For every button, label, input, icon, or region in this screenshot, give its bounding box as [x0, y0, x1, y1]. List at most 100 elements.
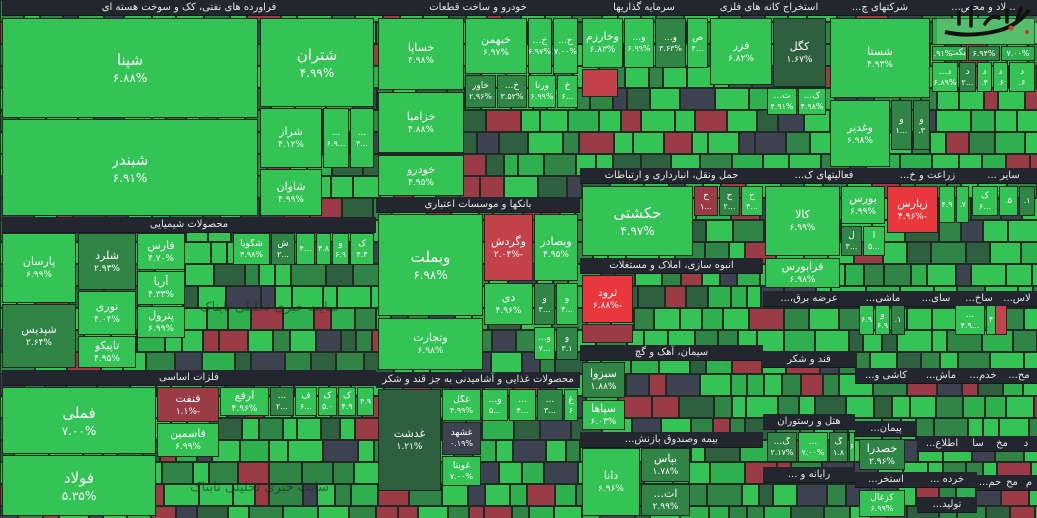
sector-header[interactable]: لاس...	[997, 291, 1037, 307]
filler-tile[interactable]	[1008, 220, 1037, 242]
filler-tile[interactable]	[729, 506, 747, 518]
filler-tile[interactable]	[969, 132, 995, 154]
sector-header[interactable]: سا	[967, 436, 989, 452]
filler-tile[interactable]	[649, 66, 663, 88]
stock-tile[interactable]: بپاس ۱.۷۸%	[641, 448, 690, 482]
stock-tile[interactable]: و ...۳	[534, 283, 555, 325]
filler-tile[interactable]	[731, 286, 747, 308]
stock-tile[interactable]	[995, 305, 1007, 335]
filler-tile[interactable]	[261, 286, 275, 308]
filler-tile[interactable]	[546, 440, 566, 462]
stock-tile[interactable]: نوری ۴.۰۴%	[78, 291, 136, 335]
sector-header[interactable]: سایر ...	[970, 168, 1037, 184]
filler-tile[interactable]	[614, 132, 633, 154]
filler-tile[interactable]	[182, 330, 203, 352]
stock-tile[interactable]: شگویا ۴.۹۸%	[233, 233, 270, 265]
sector-header[interactable]: سیمان، آهک و گچ	[580, 345, 763, 361]
sector-header[interactable]: خرده ...	[917, 472, 977, 488]
stock-tile[interactable]: فرابورس ۶.۹۸%	[765, 258, 840, 288]
stock-tile[interactable]: بکت۶.۹۱%	[932, 46, 967, 61]
stock-tile[interactable]: خودرو ۴.۹۵%	[378, 155, 464, 196]
stock-tile[interactable]: فارس ۴.۷۰%	[137, 233, 185, 270]
filler-tile[interactable]	[164, 484, 199, 506]
stock-tile[interactable]: د... ۶.۸۹%	[932, 62, 958, 92]
filler-tile[interactable]	[990, 242, 1021, 264]
filler-tile[interactable]	[538, 176, 567, 198]
stock-tile[interactable]: ارفع ۴.۹۶%	[220, 387, 269, 416]
filler-tile[interactable]	[283, 418, 297, 440]
filler-tile[interactable]	[358, 440, 374, 462]
stock-tile[interactable]: و ۳.	[913, 100, 930, 150]
filler-tile[interactable]	[554, 506, 582, 518]
filler-tile[interactable]	[477, 132, 499, 154]
filler-tile[interactable]	[827, 484, 846, 506]
filler-tile[interactable]	[649, 374, 666, 396]
filler-tile[interactable]	[518, 154, 544, 176]
filler-tile[interactable]	[499, 132, 528, 154]
stock-tile[interactable]: سبزوا ۱.۸۸%	[582, 362, 625, 398]
filler-tile[interactable]	[323, 440, 358, 462]
filler-tile[interactable]	[482, 418, 514, 440]
filler-tile[interactable]	[203, 330, 219, 352]
filler-tile[interactable]	[932, 308, 956, 330]
filler-tile[interactable]	[355, 308, 376, 330]
filler-tile[interactable]	[226, 286, 261, 308]
filler-tile[interactable]	[513, 440, 546, 462]
filler-tile[interactable]	[207, 308, 228, 330]
filler-tile[interactable]	[936, 110, 971, 132]
filler-tile[interactable]	[786, 132, 810, 154]
filler-tile[interactable]	[528, 132, 563, 154]
filler-tile[interactable]	[579, 132, 614, 154]
stock-tile[interactable]: د ۴.	[977, 62, 992, 92]
stock-tile[interactable]	[582, 69, 618, 97]
filler-tile[interactable]	[314, 308, 331, 330]
filler-tile[interactable]	[1006, 264, 1032, 286]
filler-tile[interactable]	[936, 396, 963, 418]
stock-tile[interactable]: غشهد ۰.۱۹%	[442, 422, 481, 455]
filler-tile[interactable]	[927, 264, 956, 286]
sector-header[interactable]: عرضه برق،...	[763, 291, 855, 307]
stock-tile[interactable]: فاسمین ۶.۹۹%	[157, 423, 219, 457]
filler-tile[interactable]	[193, 462, 209, 484]
filler-tile[interactable]	[939, 220, 961, 242]
filler-tile[interactable]	[911, 264, 927, 286]
filler-tile[interactable]	[675, 110, 695, 132]
filler-tile[interactable]	[318, 506, 349, 518]
filler-tile[interactable]	[269, 484, 303, 506]
stock-tile[interactable]: ۴.۸	[316, 233, 331, 265]
filler-tile[interactable]	[563, 132, 579, 154]
filler-tile[interactable]	[275, 286, 292, 308]
filler-tile[interactable]	[709, 506, 729, 518]
stock-tile[interactable]: فملی ۷.۰۰%	[2, 387, 156, 454]
filler-tile[interactable]	[486, 154, 504, 176]
sector-header[interactable]: ماش...	[917, 368, 965, 384]
filler-tile[interactable]	[708, 286, 731, 308]
stock-tile[interactable]: ۴	[986, 305, 996, 335]
stock-tile[interactable]: ح ...۲	[719, 186, 740, 216]
sector-header[interactable]: زراعت و خ...	[885, 168, 970, 184]
filler-tile[interactable]	[418, 506, 448, 518]
sector-header[interactable]: فراورده های نفتی، کک و سوخت هسته ای	[2, 0, 376, 16]
filler-tile[interactable]	[963, 396, 985, 418]
filler-tile[interactable]	[815, 330, 849, 352]
sector-header[interactable]: بانکها و موسسات اعتباری	[376, 197, 580, 213]
stock-tile[interactable]: دانا ۶.۹۶%	[582, 448, 640, 516]
stock-tile[interactable]: ... ...۴	[509, 389, 536, 421]
stock-tile[interactable]: فولاد ۵.۳۵%	[2, 455, 156, 516]
filler-tile[interactable]	[746, 396, 778, 418]
filler-tile[interactable]	[198, 286, 226, 308]
filler-tile[interactable]	[199, 484, 233, 506]
filler-tile[interactable]	[259, 418, 283, 440]
filler-tile[interactable]	[784, 308, 809, 330]
filler-tile[interactable]	[665, 286, 686, 308]
filler-tile[interactable]	[485, 484, 510, 506]
filler-tile[interactable]	[700, 374, 731, 396]
filler-tile[interactable]	[238, 462, 269, 484]
filler-tile[interactable]	[317, 484, 335, 506]
filler-tile[interactable]	[340, 418, 355, 440]
sector-header[interactable]: محصولات شیمیایی	[2, 217, 376, 233]
filler-tile[interactable]	[946, 132, 969, 154]
filler-tile[interactable]	[269, 440, 288, 462]
stock-tile[interactable]: ص ...۴	[687, 18, 708, 68]
sector-header[interactable]: اطلاع...	[917, 436, 967, 452]
